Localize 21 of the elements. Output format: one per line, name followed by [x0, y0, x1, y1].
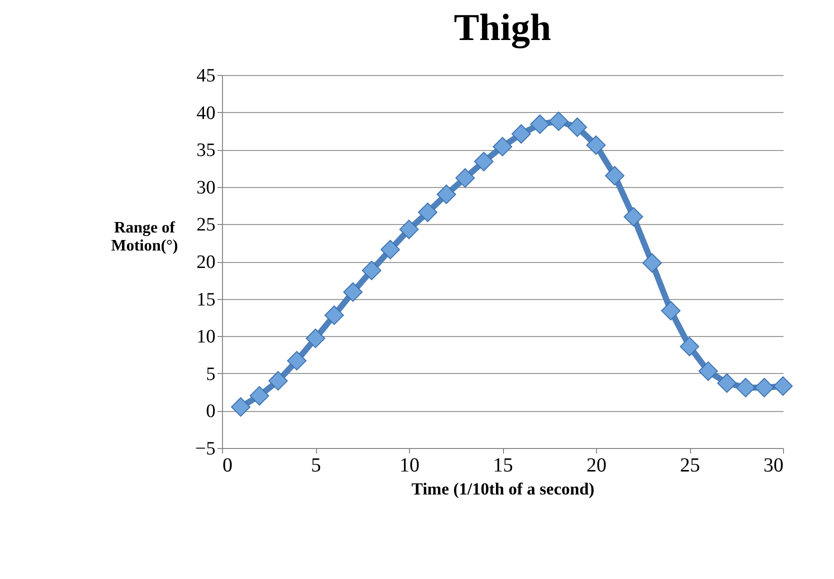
y-tick-label: 35 — [196, 140, 216, 162]
chart-title: Thigh — [454, 7, 552, 49]
y-tick-label: −5 — [195, 438, 216, 460]
y-axis-title: Range of Motion(°) — [111, 220, 178, 254]
y-tick-label: 40 — [196, 102, 216, 124]
x-tick-label: 5 — [311, 454, 321, 476]
x-tick-label: 0 — [222, 454, 232, 476]
y-tick-label: 0 — [206, 401, 216, 422]
x-tick-label: 25 — [680, 454, 700, 476]
x-tick-label: 15 — [493, 454, 513, 476]
y-tick-label: 25 — [196, 214, 216, 236]
x-tick-label: 10 — [400, 454, 420, 476]
y-tick-label: 20 — [196, 252, 216, 273]
y-tick-label: 45 — [196, 66, 216, 86]
y-tick-label: 5 — [206, 364, 216, 385]
x-axis-title: Time (1/10th of a second) — [412, 480, 594, 498]
x-tick-label: 20 — [586, 454, 606, 476]
x-tick-label: 30 — [764, 454, 784, 476]
y-tick-label: 15 — [196, 289, 216, 310]
y-tick-label: 10 — [196, 326, 216, 348]
y-tick-label: 30 — [196, 177, 216, 198]
